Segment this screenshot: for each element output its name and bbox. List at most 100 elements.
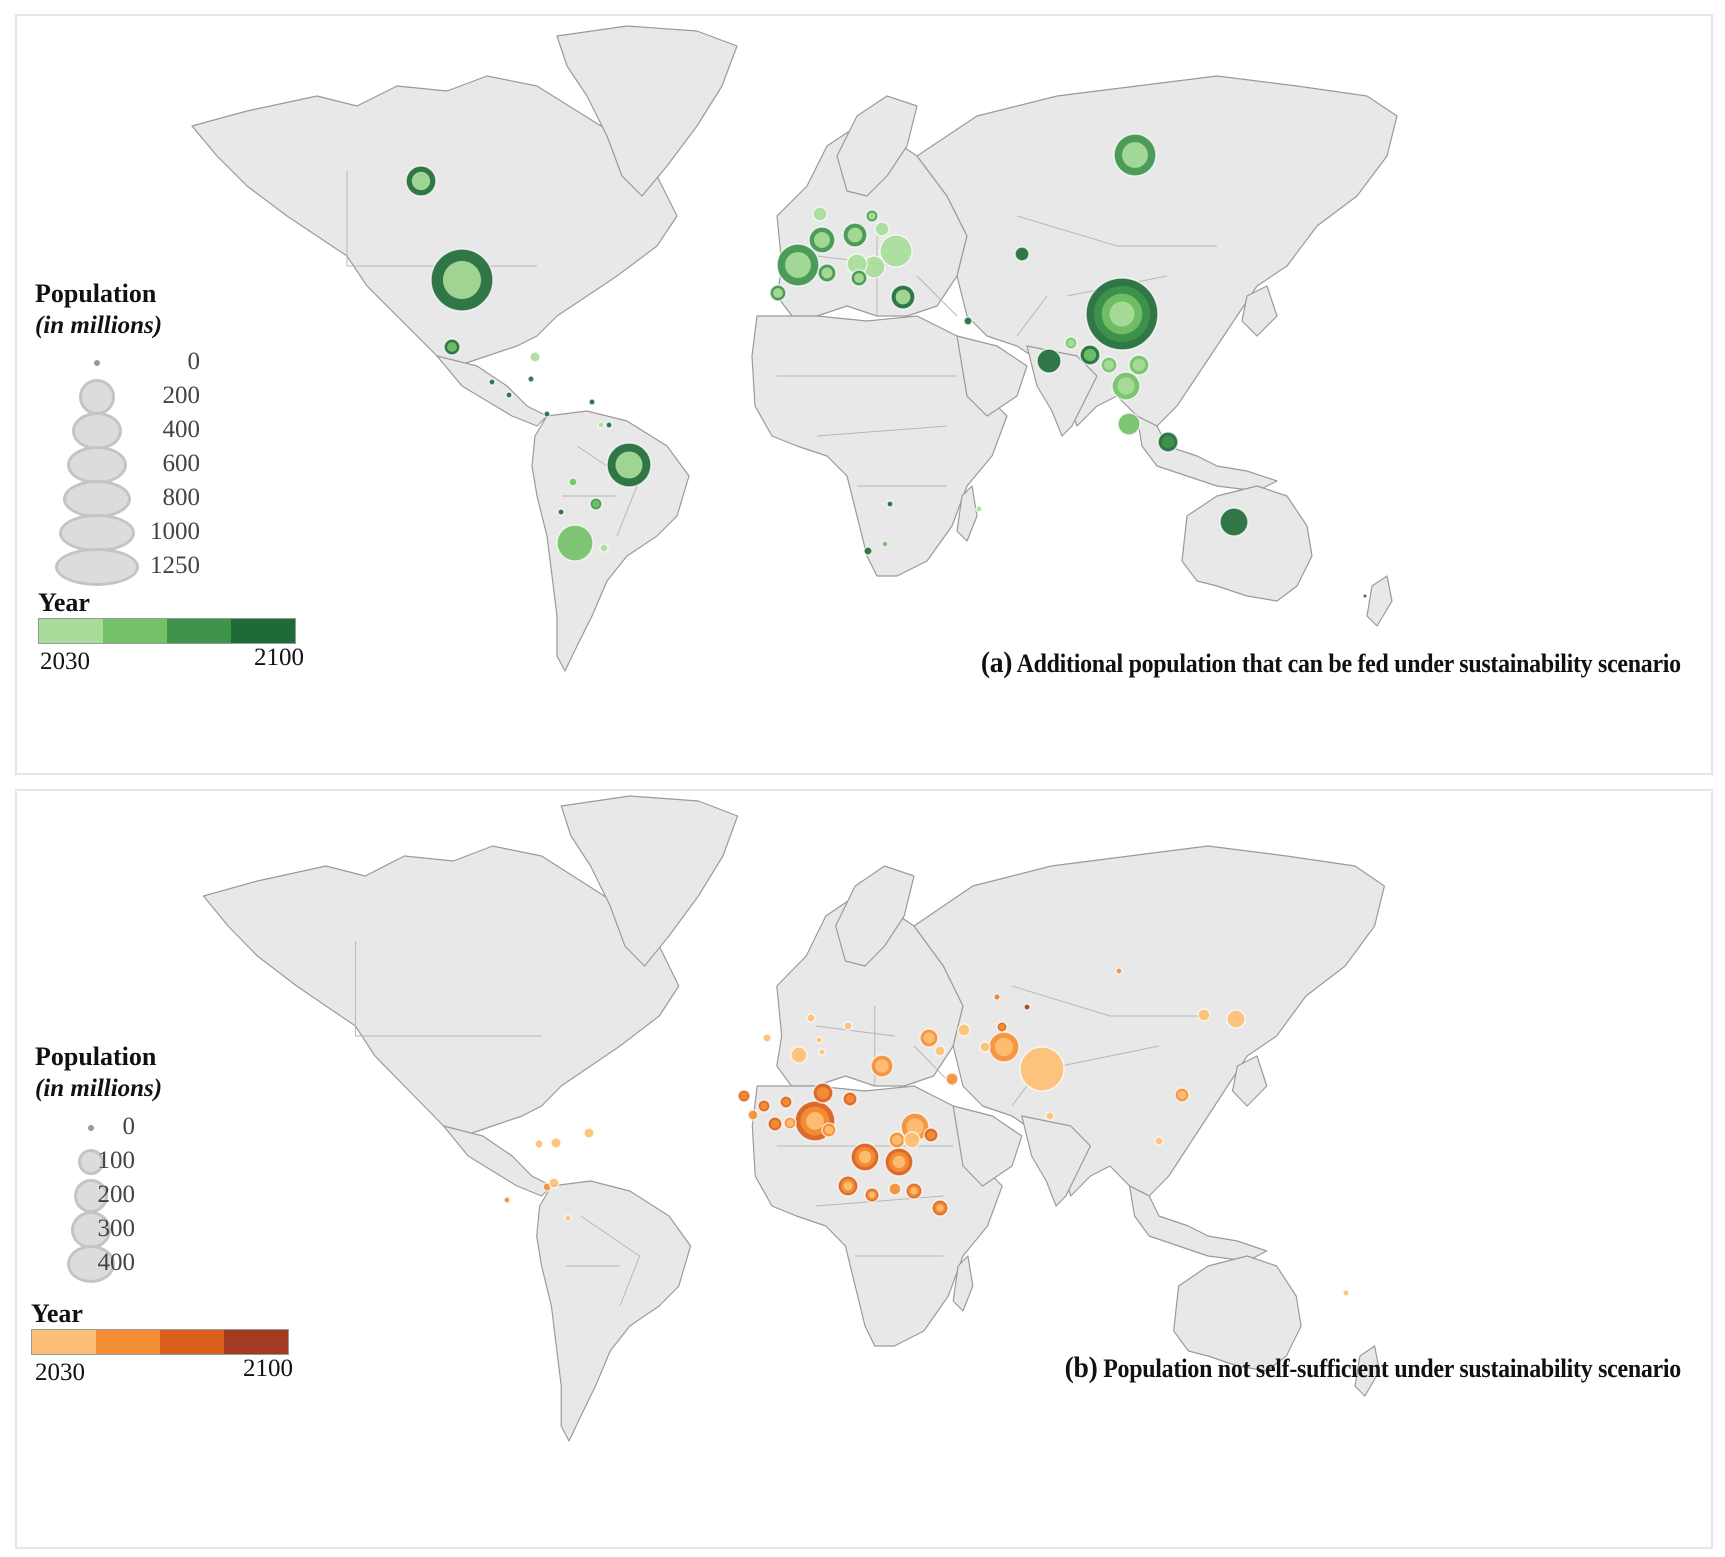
bubble-tanzania [884, 1147, 914, 1177]
country-border [1011, 985, 1209, 1017]
bubble-france [776, 243, 820, 287]
bubble-chile [557, 508, 565, 516]
bubble-dr-congo [850, 1142, 880, 1172]
continent-southAmerica [536, 1180, 692, 1442]
continent-scandinavia [836, 95, 918, 197]
size-legend-circle [94, 360, 100, 366]
size-legend-circle [59, 514, 135, 552]
bubble-australia [1219, 507, 1249, 537]
panel-b-tag: (b) [1064, 1351, 1098, 1384]
bubble-paraguay [589, 497, 603, 511]
bubble-chad [842, 1091, 858, 1107]
bubble-uruguay [599, 543, 609, 553]
bubble-philippines [1174, 1087, 1190, 1103]
bubble-ecuador [534, 1139, 544, 1149]
continent-japan [1241, 285, 1278, 337]
bubble-sudan [870, 1054, 894, 1078]
bubble-zimbabwe [886, 500, 894, 508]
bubble-suriname [605, 421, 613, 429]
bubble-indonesia [1157, 431, 1179, 453]
size-legend-subtitle: (in millions) [35, 1075, 163, 1102]
bubble-india [1036, 348, 1062, 374]
country-border [815, 1195, 944, 1207]
bubble-denmark [812, 206, 828, 222]
bubble-south-africa [863, 546, 873, 556]
bubble-senegal [737, 1089, 751, 1103]
continent-greenland [556, 25, 738, 197]
bubble-mozambique [881, 540, 889, 548]
country-border [816, 425, 948, 437]
size-legend-value: 400 [162, 416, 201, 443]
bubble-mozambique [905, 1182, 923, 1200]
size-legend-value: 0 [122, 1113, 136, 1140]
bubble-netherlands [818, 1048, 826, 1056]
bubble-cameroon [821, 1122, 837, 1138]
year-color-scale [38, 618, 296, 644]
bubble-somalia [923, 1127, 939, 1143]
size-legend-subtitle: (in millions) [35, 312, 163, 339]
bubble-mongolia [1115, 967, 1123, 975]
bubble-mali [757, 1099, 771, 1113]
continent-northAmerica [191, 75, 678, 367]
size-legend-circle [71, 1211, 111, 1249]
bubble-cote-d-ivoire [767, 1116, 783, 1132]
bubble-belarus [874, 221, 890, 237]
panel-b-caption-text: Population not self-sufficient under sus… [1103, 1354, 1681, 1383]
year-legend-a: Year 2030 2100 [38, 588, 304, 675]
bubble-angola [837, 1175, 859, 1197]
size-legend-a: Population (in millions) 0 200 400 600 800 10… [35, 278, 215, 596]
land-layer [202, 795, 1385, 1442]
size-legend-circle [55, 548, 139, 586]
continent-madagascar [956, 485, 978, 542]
bubble-canada [405, 165, 437, 197]
bubble-turkey [890, 284, 916, 310]
bubble-central-america-3 [527, 375, 535, 383]
bubble-brazil [606, 442, 652, 488]
country-border [1016, 295, 1048, 337]
year-color-swatch [32, 1330, 96, 1354]
size-legend-entries: 0 100 200 300 400 [35, 1111, 185, 1301]
bubble-mauritius [975, 505, 983, 513]
size-legend-circle [63, 480, 131, 518]
continent-centralAmerica [443, 1125, 552, 1197]
bubble-venezuela [588, 398, 596, 406]
bubble-afghanistan [963, 316, 973, 326]
bubble-guyana [597, 421, 605, 429]
bubble-kazakhstan [1014, 246, 1030, 262]
size-legend-value: 100 [97, 1147, 136, 1174]
size-legend-value: 1250 [150, 552, 200, 579]
bubble-algeria [790, 1046, 808, 1064]
bubble-lithuania [865, 209, 879, 223]
bubble-malawi [888, 1182, 902, 1196]
country-border [1060, 1045, 1160, 1067]
bubble-china [1085, 277, 1159, 351]
bubble-germany [808, 226, 836, 254]
continent-asia [913, 845, 1385, 1197]
continent-seAsia [1129, 1185, 1268, 1262]
bubble-afghanistan [996, 1021, 1008, 1033]
continent-arabia [952, 1105, 1023, 1187]
bubble-egypt [919, 1028, 939, 1048]
year-color-swatch [39, 619, 103, 643]
bubble-japan [1226, 1009, 1246, 1029]
country-border [815, 1025, 895, 1037]
bubble-libya [843, 1021, 853, 1031]
bubble-vietnam [1128, 354, 1150, 376]
size-legend-value: 1000 [150, 518, 200, 545]
panel-a-map-frame: Population (in millions) 0 200 400 600 800 10… [15, 14, 1713, 775]
panel-a-tag: (a) [980, 646, 1013, 679]
size-legend-circle [78, 1149, 104, 1175]
year-legend-b: Year 2030 2100 [31, 1299, 293, 1386]
size-legend-circle [88, 1125, 94, 1131]
size-legend-value: 800 [162, 484, 201, 511]
size-legend-value: 600 [162, 450, 201, 477]
bubble-pakistan [988, 1031, 1020, 1063]
continent-madagascar [952, 1255, 974, 1312]
bubble-peru [548, 1177, 560, 1189]
year-legend-title: Year [31, 1299, 83, 1328]
size-legend-value: 0 [187, 348, 201, 375]
continent-southAmerica [531, 410, 690, 672]
bubble-bolivia [564, 1214, 572, 1222]
year-color-scale [31, 1329, 289, 1355]
bubble-thailand [1111, 371, 1141, 401]
